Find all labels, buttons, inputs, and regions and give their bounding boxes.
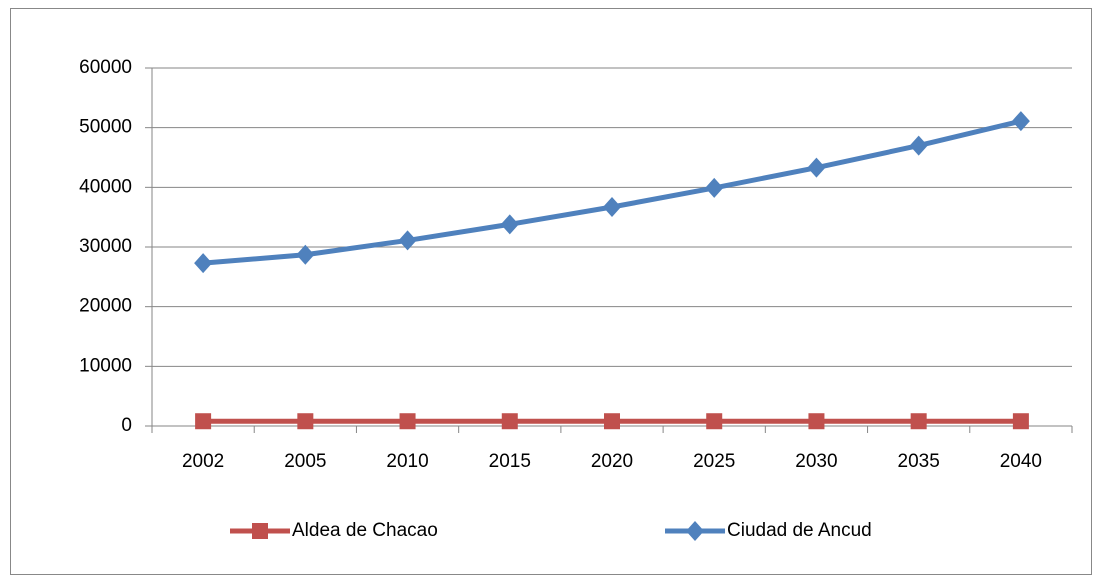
- x-tick-label: 2005: [284, 451, 326, 472]
- data-point: [501, 413, 518, 430]
- legend-marker: [252, 523, 268, 539]
- y-tick-label: 10000: [79, 355, 132, 376]
- x-tick-label: 2040: [1000, 451, 1042, 472]
- data-point: [195, 413, 212, 430]
- data-point: [1012, 413, 1029, 430]
- data-point: [194, 253, 213, 274]
- data-point: [604, 413, 620, 430]
- x-tick-label: 2025: [693, 451, 735, 472]
- y-tick-label: 40000: [79, 176, 132, 197]
- data-point: [399, 413, 416, 430]
- data-point: [1011, 111, 1030, 132]
- data-point: [909, 135, 928, 156]
- legend-label: Ciudad de Ancud: [727, 520, 872, 541]
- y-tick-label: 0: [121, 415, 132, 436]
- data-point: [807, 157, 826, 178]
- y-tick-label: 50000: [79, 117, 132, 138]
- data-point: [706, 413, 723, 430]
- x-tick-label: 2035: [898, 451, 940, 472]
- x-tick-label: 2015: [489, 451, 531, 472]
- legend-marker: [686, 521, 704, 541]
- data-point: [296, 244, 315, 265]
- chart-border: [10, 8, 1092, 575]
- y-tick-label: 60000: [79, 57, 132, 78]
- data-point: [297, 413, 314, 430]
- y-tick-label: 30000: [79, 236, 132, 257]
- legend-label: Aldea de Chacao: [292, 520, 438, 541]
- y-tick-label: 20000: [79, 296, 132, 317]
- x-tick-label: 2020: [591, 451, 633, 472]
- data-point: [705, 177, 724, 198]
- data-point: [910, 413, 927, 430]
- data-point: [603, 197, 621, 218]
- data-point: [808, 413, 825, 430]
- x-tick-label: 2030: [795, 451, 837, 472]
- x-tick-label: 2010: [386, 451, 428, 472]
- data-point: [500, 214, 519, 235]
- data-point: [398, 230, 417, 251]
- x-tick-label: 2002: [182, 451, 224, 472]
